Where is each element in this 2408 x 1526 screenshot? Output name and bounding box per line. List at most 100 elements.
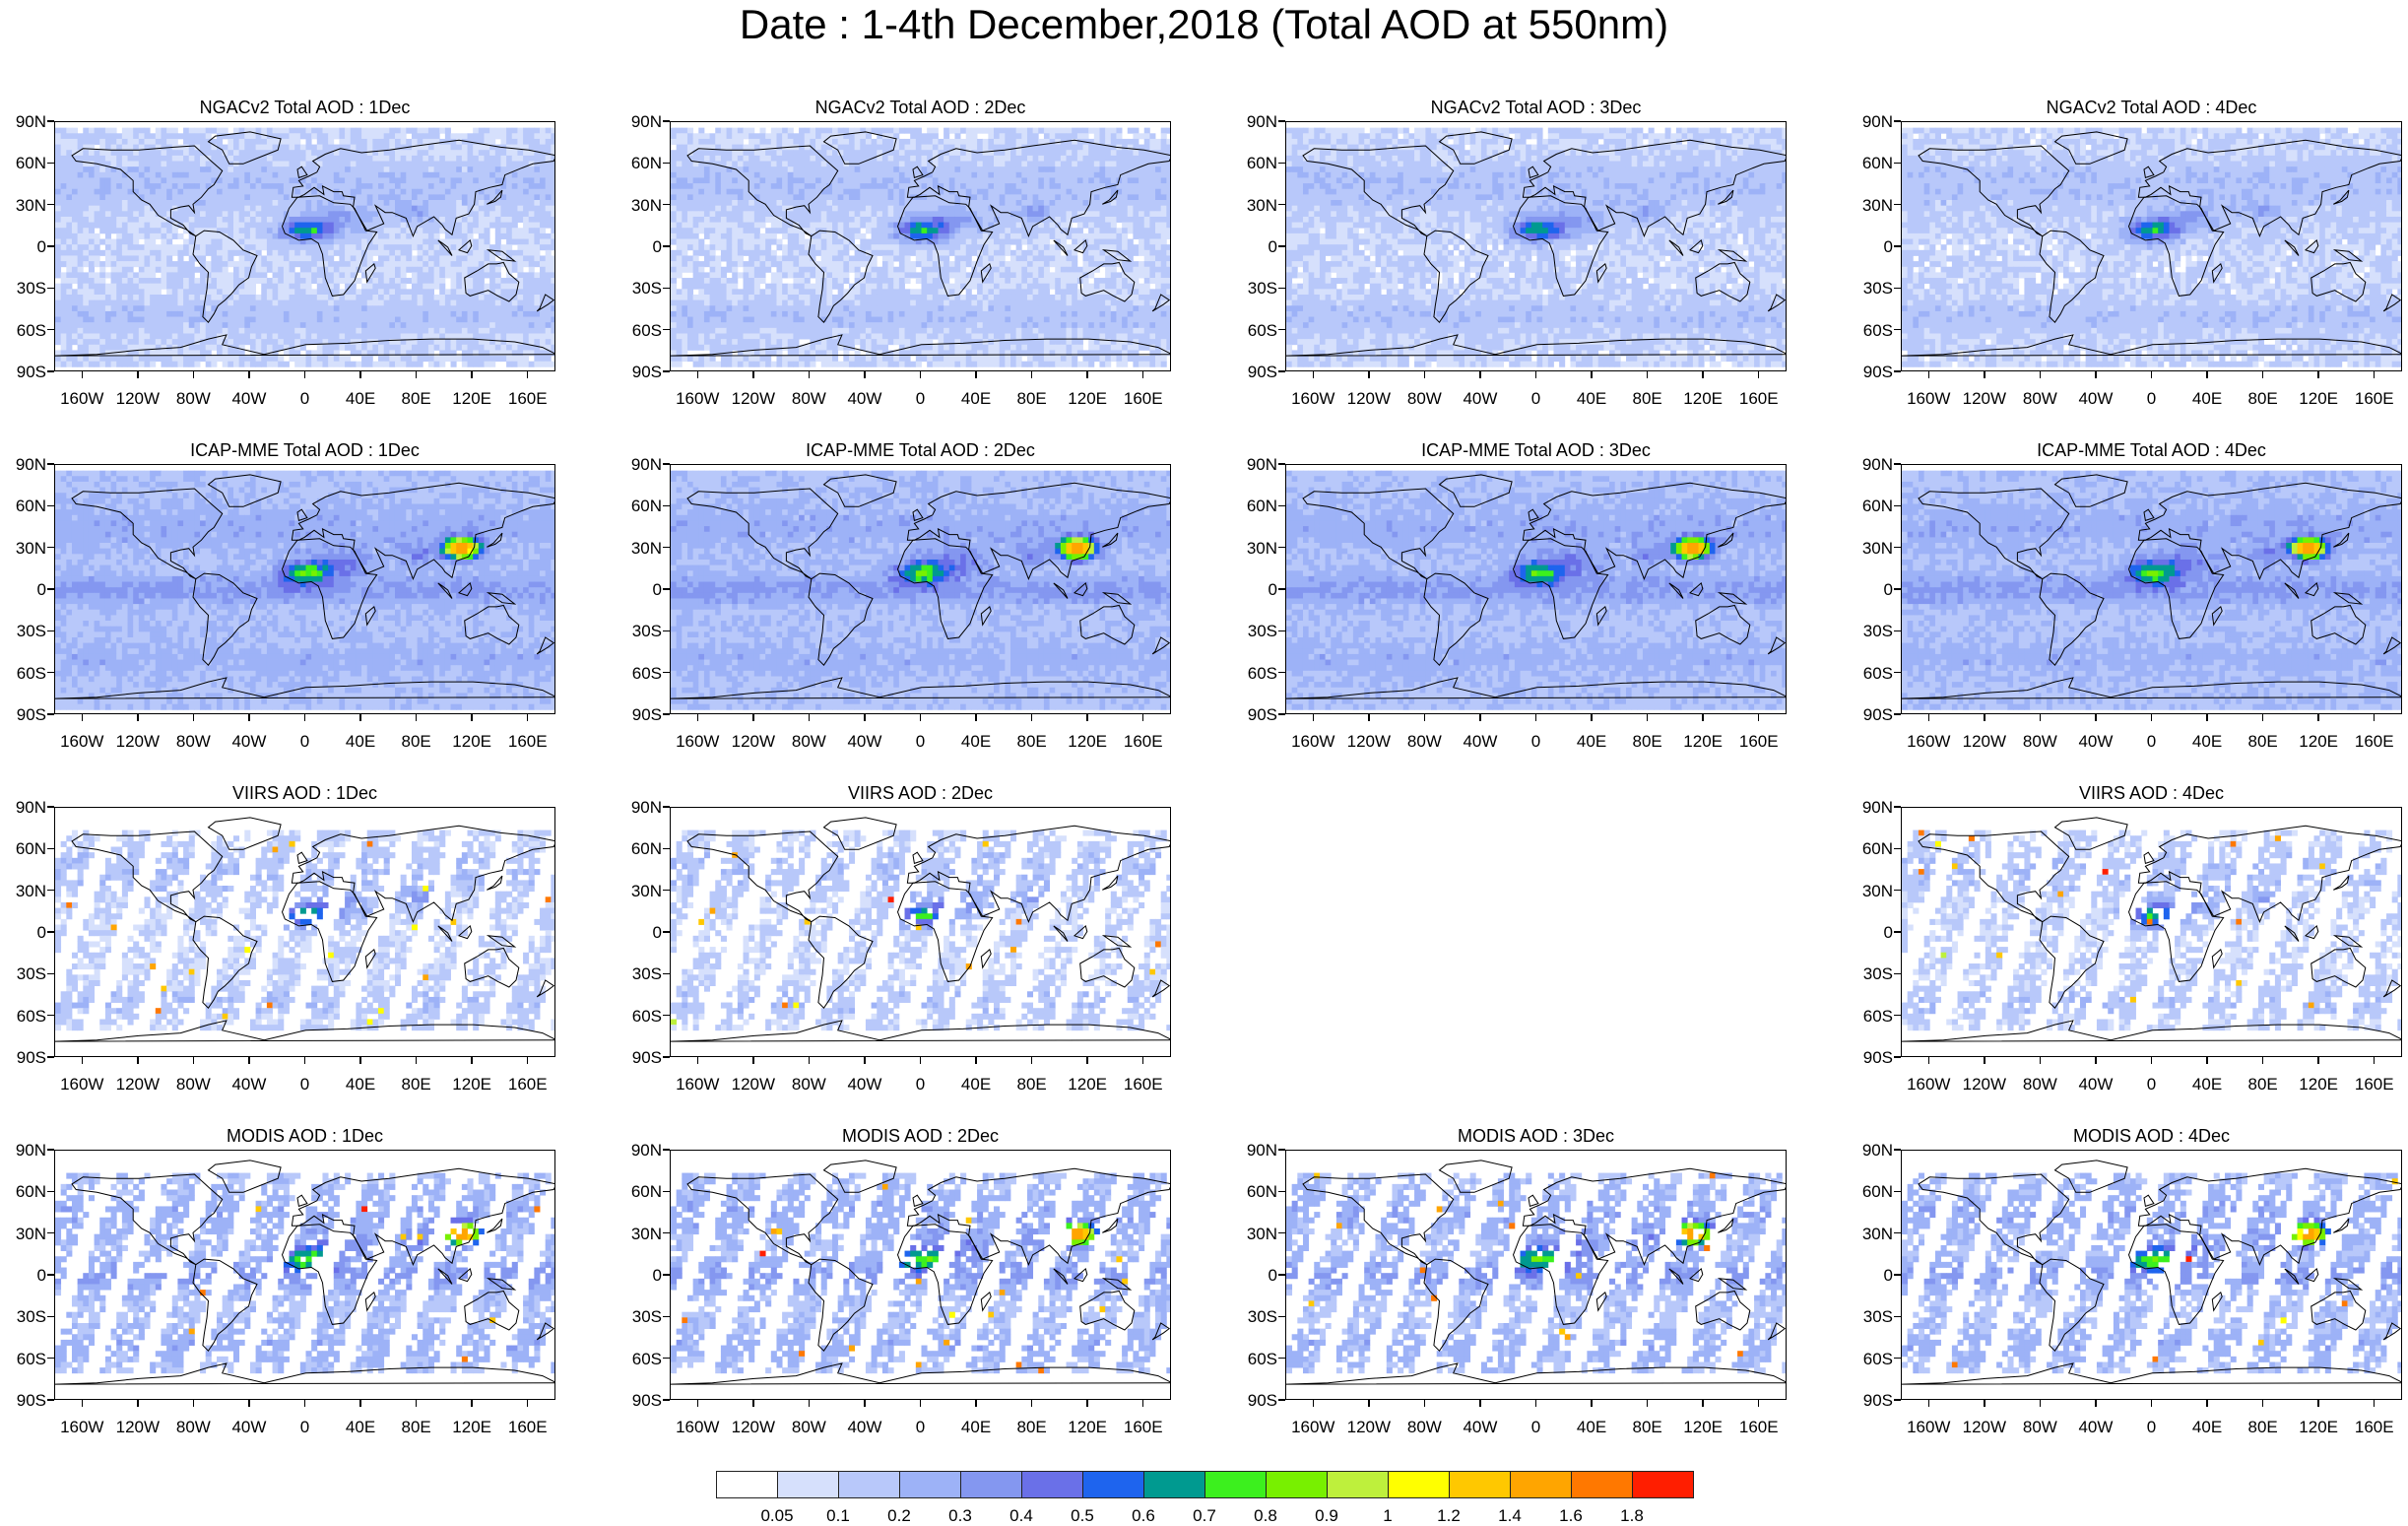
aod-cell: [732, 194, 738, 200]
aod-cell: [765, 166, 771, 172]
aod-cell: [721, 177, 727, 183]
aod-cell: [1139, 183, 1144, 189]
aod-cell: [244, 211, 250, 217]
aod-cell: [211, 239, 217, 245]
aod-cell: [529, 322, 535, 328]
aod-cell: [328, 322, 334, 328]
aod-cell: [960, 177, 966, 183]
aod-cell: [290, 356, 295, 362]
aod-cell: [727, 194, 733, 200]
aod-cell: [334, 284, 340, 290]
aod-cell: [166, 328, 172, 334]
aod-cell: [223, 128, 228, 134]
aod-cell: [172, 233, 178, 239]
aod-cell: [233, 150, 239, 156]
aod-cell: [677, 177, 683, 183]
aod-cell: [412, 150, 418, 156]
aod-cell: [99, 156, 105, 162]
aod-cell: [189, 166, 195, 172]
aod-cell: [55, 166, 61, 172]
aod-cell: [445, 272, 451, 278]
aod-cell: [748, 177, 754, 183]
aod-cell: [256, 317, 262, 323]
aod-cell: [156, 250, 162, 256]
aod-cell: [99, 217, 105, 223]
aod-cell: [177, 284, 183, 290]
aod-cell: [384, 317, 390, 323]
aod-cell: [479, 145, 485, 151]
aod-cell: [172, 305, 178, 311]
aod-cell: [322, 289, 328, 295]
aod-cell: [423, 244, 428, 250]
aod-cell: [156, 356, 162, 362]
aod-cell: [966, 133, 972, 139]
aod-cell: [412, 145, 418, 151]
aod-cell: [529, 228, 535, 233]
aod-cell: [944, 128, 949, 134]
aod-cell: [1111, 150, 1117, 156]
aod-cell: [916, 128, 922, 134]
aod-cell: [322, 244, 328, 250]
aod-cell: [367, 223, 373, 229]
aod-cell: [356, 278, 361, 284]
aod-cell: [200, 177, 206, 183]
aod-cell: [977, 194, 983, 200]
aod-cell: [83, 322, 89, 328]
aod-cell: [406, 206, 412, 212]
aod-cell: [95, 128, 100, 134]
aod-cell: [479, 345, 485, 351]
aod-cell: [239, 267, 245, 273]
aod-cell: [128, 250, 134, 256]
aod-cell: [776, 133, 782, 139]
aod-cell: [395, 328, 401, 334]
aod-cell: [1088, 183, 1094, 189]
aod-cell: [406, 362, 412, 367]
aod-cell: [445, 311, 451, 317]
aod-cell: [183, 328, 189, 334]
aod-cell: [860, 133, 866, 139]
aod-cell: [223, 356, 228, 362]
aod-cell: [451, 244, 457, 250]
aod-cell: [445, 261, 451, 267]
aod-cell: [899, 183, 905, 189]
aod-cell: [517, 189, 523, 195]
aod-cell: [434, 200, 440, 206]
aod-cell: [256, 244, 262, 250]
aod-cell: [473, 156, 479, 162]
aod-cell: [401, 289, 407, 295]
aod-cell: [721, 133, 727, 139]
aod-cell: [401, 166, 407, 172]
aod-cell: [534, 233, 540, 239]
aod-cell: [412, 217, 418, 223]
aod-cell: [223, 162, 228, 167]
aod-cell: [105, 172, 111, 178]
aod-cell: [395, 345, 401, 351]
aod-cell: [517, 255, 523, 261]
aod-cell: [473, 223, 479, 229]
aod-cell: [983, 145, 989, 151]
aod-cell: [910, 200, 916, 206]
aod-cell: [233, 206, 239, 212]
aod-cell: [462, 189, 468, 195]
aod-cell: [872, 194, 878, 200]
aod-cell: [166, 206, 172, 212]
aod-cell: [384, 133, 390, 139]
aod-cell: [384, 206, 390, 212]
aod-cell: [506, 200, 512, 206]
aod-cell: [72, 172, 78, 178]
aod-cell: [1000, 183, 1006, 189]
lon-tick: [304, 371, 306, 378]
aod-cell: [61, 189, 67, 195]
aod-cell: [244, 217, 250, 223]
aod-cell: [687, 172, 693, 178]
aod-cell: [782, 162, 788, 167]
aod-cell: [356, 295, 361, 300]
aod-cell: [166, 150, 172, 156]
aod-cell: [61, 172, 67, 178]
aod-cell: [451, 317, 457, 323]
aod-cell: [468, 284, 474, 290]
aod-cell: [267, 345, 273, 351]
aod-cell: [428, 311, 434, 317]
aod-cell: [99, 239, 105, 245]
aod-cell: [423, 289, 428, 295]
